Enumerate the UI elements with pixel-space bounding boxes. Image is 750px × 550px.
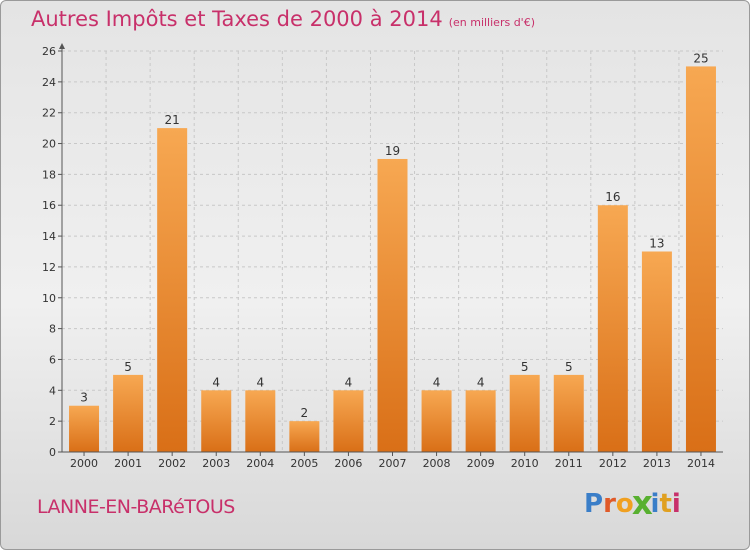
value-label-2001: 5 (124, 360, 132, 374)
commune-name: LANNE-EN-BARéTOUS (37, 496, 235, 518)
value-label-2014: 25 (693, 51, 708, 65)
value-label-2002: 21 (165, 113, 180, 127)
y-axis-arrow (59, 43, 65, 49)
x-tick-label-2005: 2005 (290, 457, 318, 470)
logo-letter: i (671, 489, 681, 519)
value-label-2003: 4 (212, 375, 220, 389)
value-label-2004: 4 (256, 375, 264, 389)
bar-2001 (113, 374, 144, 452)
chart-title: Autres Impôts et Taxes de 2000 à 2014 (en… (31, 7, 535, 31)
y-tick-label: 12 (42, 261, 56, 274)
bar-2011 (553, 374, 584, 452)
y-tick-label: 8 (49, 323, 56, 336)
bar-2008 (421, 390, 452, 452)
bar-2013 (641, 251, 672, 452)
bar-2007 (377, 158, 408, 452)
logo-letter: i (650, 489, 660, 519)
unit-label: (en milliers d'€) (448, 16, 535, 29)
bar-2010 (509, 374, 540, 452)
x-tick-label-2003: 2003 (202, 457, 230, 470)
title-text: Autres Impôts et Taxes de 2000 à 2014 (31, 7, 443, 31)
x-tick-label-2012: 2012 (599, 457, 627, 470)
bar-2003 (201, 390, 232, 452)
x-tick-label-2000: 2000 (70, 457, 98, 470)
y-tick-label: 26 (42, 45, 56, 58)
value-label-2010: 5 (521, 360, 529, 374)
value-label-2011: 5 (565, 360, 573, 374)
bar-2012 (597, 205, 628, 452)
x-tick-label-2013: 2013 (643, 457, 671, 470)
logo-letter: o (615, 489, 634, 519)
logo-letter: r (603, 489, 616, 519)
y-tick-label: 14 (42, 230, 56, 243)
y-tick-label: 4 (49, 384, 56, 397)
proxiti-logo[interactable]: Proxiti (584, 485, 681, 523)
y-tick-label: 18 (42, 168, 56, 181)
value-label-2008: 4 (433, 375, 441, 389)
x-tick-label-2009: 2009 (467, 457, 495, 470)
x-tick-label-2006: 2006 (334, 457, 362, 470)
y-tick-label: 20 (42, 138, 56, 151)
bar-2014 (685, 66, 716, 452)
bar-2009 (465, 390, 496, 452)
value-label-2000: 3 (80, 391, 88, 405)
x-tick-label-2001: 2001 (114, 457, 142, 470)
y-tick-label: 24 (42, 76, 56, 89)
bar-2005 (289, 421, 320, 452)
bar-2000 (69, 405, 100, 452)
x-tick-label-2010: 2010 (511, 457, 539, 470)
x-tick-label-2014: 2014 (687, 457, 715, 470)
y-tick-label: 2 (49, 415, 56, 428)
y-tick-label: 22 (42, 107, 56, 120)
logo-letter: P (584, 489, 604, 519)
value-label-2012: 16 (605, 190, 620, 204)
logo-letter: t (659, 489, 672, 519)
x-tick-label-2004: 2004 (246, 457, 274, 470)
value-label-2007: 19 (385, 144, 400, 158)
value-label-2006: 4 (345, 375, 353, 389)
y-tick-label: 16 (42, 199, 56, 212)
x-tick-label-2008: 2008 (423, 457, 451, 470)
value-label-2005: 2 (301, 406, 309, 420)
y-tick-label: 6 (49, 353, 56, 366)
bars: 3 5 21 4 4 2 4 19 4 4 5 5 16 13 25 (69, 51, 716, 452)
bar-2006 (333, 390, 364, 452)
value-label-2013: 13 (649, 237, 664, 251)
value-label-2009: 4 (477, 375, 485, 389)
x-tick-label-2011: 2011 (555, 457, 583, 470)
y-tick-label: 10 (42, 292, 56, 305)
x-tick-label-2007: 2007 (379, 457, 407, 470)
logo-letter: x (631, 485, 653, 523)
y-tick-label: 0 (49, 446, 56, 459)
bar-2004 (245, 390, 276, 452)
x-tick-label-2002: 2002 (158, 457, 186, 470)
bar-2002 (157, 128, 188, 452)
